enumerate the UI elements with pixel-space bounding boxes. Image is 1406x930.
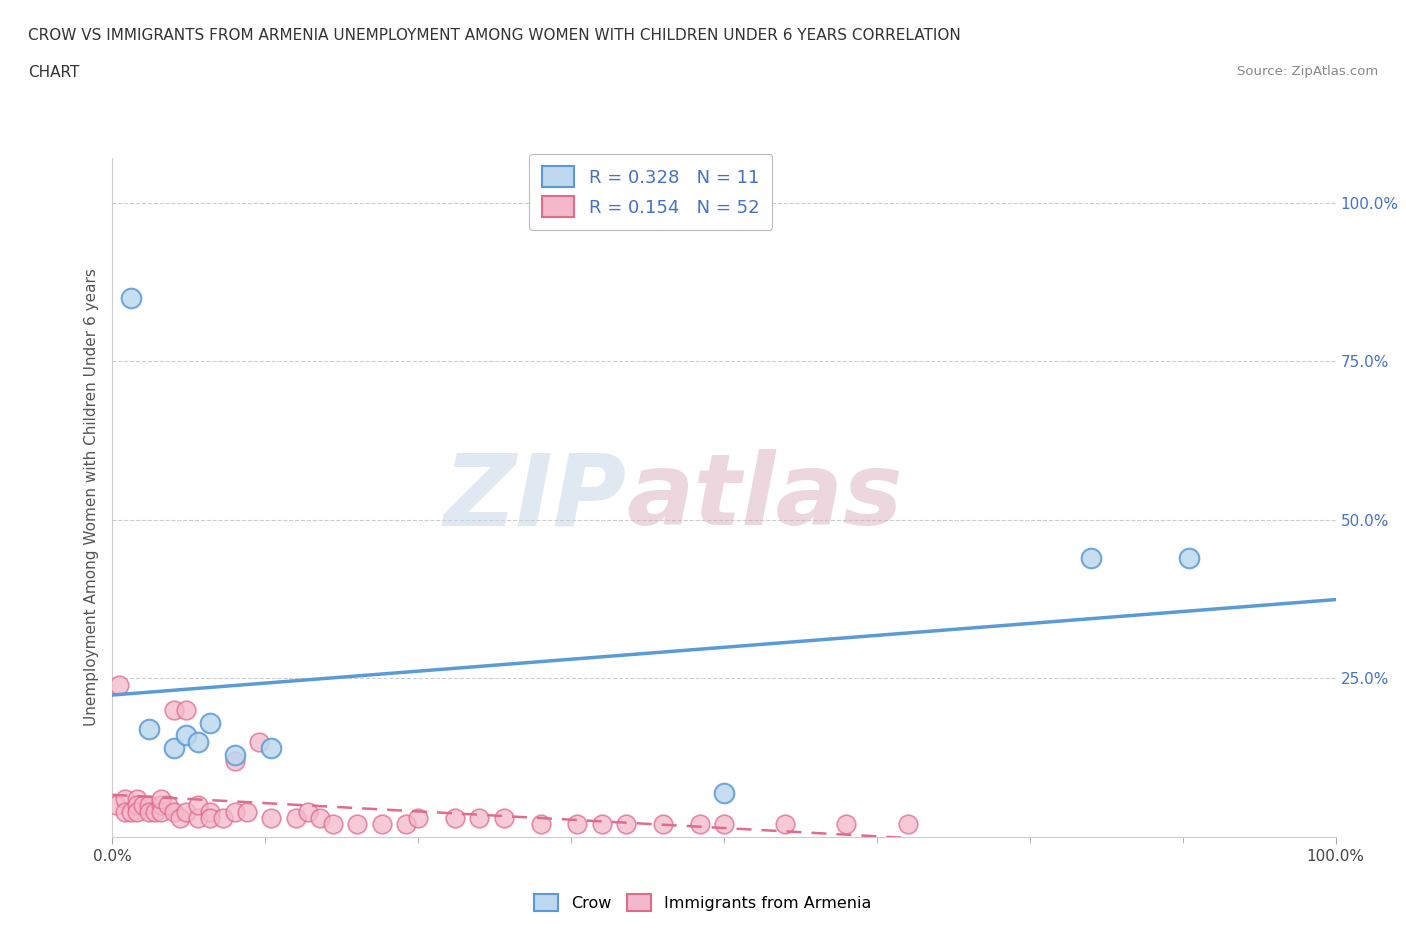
Point [835,817,858,831]
Point [591,817,613,831]
Point [174,804,197,819]
Point [211,811,233,826]
Point [395,817,418,831]
Point [138,798,160,813]
Point [224,753,246,768]
Point [156,798,179,813]
Point [370,817,392,831]
Point [408,811,430,826]
Point [143,804,166,819]
Point [125,798,148,813]
Point [200,804,222,819]
Point [652,817,675,831]
Point [114,791,136,806]
Point [120,290,142,305]
Point [468,811,491,826]
Point [444,811,467,826]
Point [346,817,368,831]
Point [150,798,173,813]
Point [322,817,344,831]
Point [284,811,308,826]
Text: CHART: CHART [28,65,80,80]
Point [224,804,246,819]
Text: ZIP: ZIP [443,449,626,546]
Point [236,804,259,819]
Point [107,677,129,692]
Text: atlas: atlas [626,449,903,546]
Point [187,798,209,813]
Point [1080,551,1102,565]
Point [187,735,209,750]
Point [200,715,222,730]
Legend: Crow, Immigrants from Armenia: Crow, Immigrants from Armenia [529,888,877,917]
Point [187,811,209,826]
Point [567,817,589,831]
Point [775,817,797,831]
Point [163,740,186,755]
Point [138,722,160,737]
Point [614,817,637,831]
Point [200,811,222,826]
Point [529,817,551,831]
Point [713,785,735,800]
Point [125,804,148,819]
Point [132,798,155,813]
Point [150,804,173,819]
Point [114,804,136,819]
Text: CROW VS IMMIGRANTS FROM ARMENIA UNEMPLOYMENT AMONG WOMEN WITH CHILDREN UNDER 6 Y: CROW VS IMMIGRANTS FROM ARMENIA UNEMPLOY… [28,28,960,43]
Point [689,817,711,831]
Point [105,798,128,813]
Point [125,791,148,806]
Point [150,791,173,806]
Point [138,804,160,819]
Point [713,817,735,831]
Text: Source: ZipAtlas.com: Source: ZipAtlas.com [1237,65,1378,78]
Point [1178,551,1201,565]
Point [247,735,270,750]
Point [492,811,515,826]
Point [260,811,283,826]
Point [163,703,186,718]
Point [309,811,332,826]
Point [297,804,319,819]
Point [174,728,197,743]
Point [897,817,920,831]
Point [120,804,142,819]
Point [224,747,246,762]
Y-axis label: Unemployment Among Women with Children Under 6 years: Unemployment Among Women with Children U… [84,269,100,726]
Point [174,703,197,718]
Point [169,811,191,826]
Point [260,740,283,755]
Legend: R = 0.328   N = 11, R = 0.154   N = 52: R = 0.328 N = 11, R = 0.154 N = 52 [529,153,772,230]
Point [163,804,186,819]
